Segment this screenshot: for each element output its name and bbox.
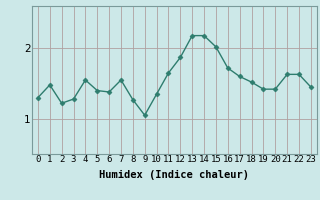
X-axis label: Humidex (Indice chaleur): Humidex (Indice chaleur) xyxy=(100,170,249,180)
